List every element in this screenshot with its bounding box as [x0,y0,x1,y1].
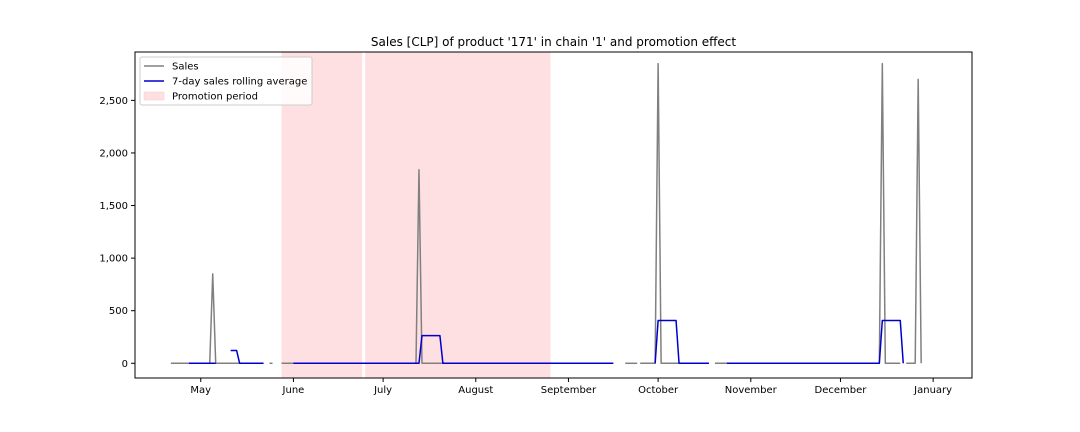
x-tick-label-5: September [541,385,597,396]
x-tick-label-3: July [373,385,392,396]
y-tick-label-2: 500 [109,306,128,317]
legend-label-2: 7-day sales rolling average [172,77,307,88]
series-2-segment-3 [293,334,614,365]
legend-swatch-3 [143,91,165,101]
y-axis: 0 500 1,000 1,500 2,000 2,500 [99,96,135,370]
x-tick-label-7: November [725,385,778,396]
legend-label-1: Sales [172,62,199,73]
y-tick-label-1: 0 [122,359,128,370]
series-2-segment-5 [726,319,904,365]
x-tick-label-1: May [190,385,211,396]
x-tick-label-6: October [638,385,679,396]
y-tick-label-4: 1,500 [99,201,128,212]
x-tick-label-2: June [282,385,305,396]
legend-label-3: Promotion period [172,92,258,103]
x-axis: May June July August September October Novembe… [190,378,952,396]
legend: Sales 7-day sales rolling average Promotio… [139,56,313,106]
promotion-periods [281,52,551,378]
legend-box [139,56,313,106]
plot-frame [134,51,973,379]
promotion-period-2 [365,52,551,378]
series-2-segment-2 [230,349,264,365]
series-2-segment-4 [654,319,709,365]
x-tick-label-9: January [913,385,952,396]
y-tick-label-6: 2,500 [99,96,128,107]
x-tick-label-4: August [458,385,493,396]
x-tick-label-8: December [815,385,868,396]
y-tick-label-5: 2,000 [99,148,128,159]
chart-title: Sales [CLP] of product '171' in chain '1… [371,35,736,49]
series-layer [170,62,922,365]
promotion-period-1 [281,52,363,378]
series-1-segment-9 [906,78,922,365]
y-tick-label-3: 1,000 [99,254,128,265]
